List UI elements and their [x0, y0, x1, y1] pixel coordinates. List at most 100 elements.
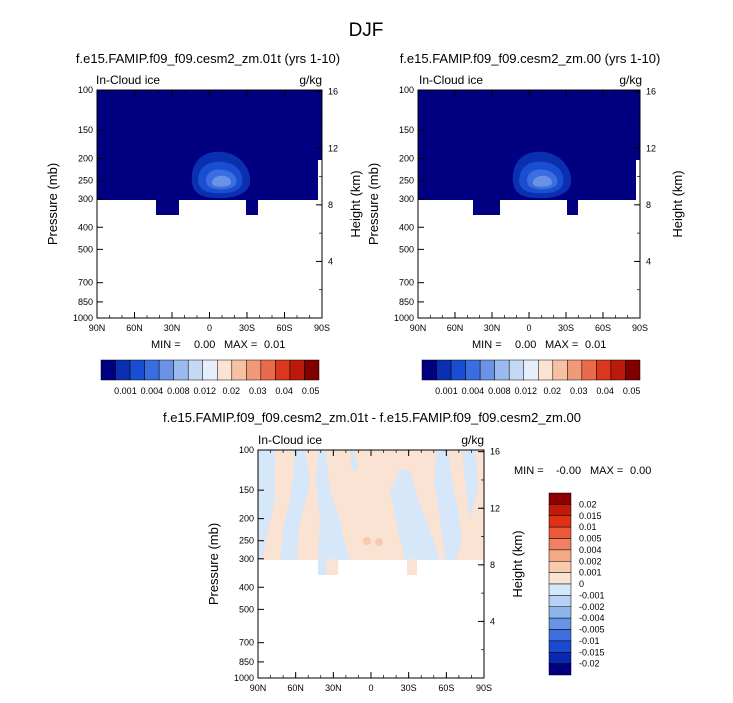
panel-1-colorbar-label: 0.05 [302, 386, 320, 396]
panel-diff-colorbar-label: -0.01 [579, 636, 600, 646]
panel-2-x-tick-label: 60S [595, 323, 611, 333]
panel-diff-colorbar-label: 0.005 [579, 534, 602, 544]
panel-1-x-tick-label: 90N [89, 323, 106, 333]
panel-diff-colorbar-box [548, 549, 572, 562]
panel-1-y-tick-label: 200 [78, 154, 93, 164]
panel-diff-min-value: -0.00 [556, 465, 581, 477]
panel-1-colorbar-box [260, 359, 276, 381]
panel-1-colorbar-label: 0.001 [114, 386, 137, 396]
panel-2-x-tick-label: 30N [484, 323, 501, 333]
panel-2-y2-tick-label: 8 [646, 200, 651, 210]
panel-2-colorbar-box [596, 359, 612, 381]
panel-2-colorbar-label: 0.012 [515, 386, 538, 396]
panel-diff-y-tick-label: 100 [239, 445, 254, 455]
panel-diff-colorbar-box [548, 640, 572, 653]
panel-2-plot [417, 89, 641, 319]
panel-1-x-tick-label: 30S [239, 323, 255, 333]
panel-1-colorbar-box [158, 359, 174, 381]
panel-2-y-tick-label: 500 [399, 244, 414, 254]
panel-diff-y-tick-label: 150 [239, 485, 254, 495]
panel-1-colorbar-label: 0.02 [222, 386, 240, 396]
panel-2-y2-tick-label: 12 [646, 143, 656, 153]
panel-2-colorbar-box [494, 359, 510, 381]
panel-1-colorbar-box [202, 359, 218, 381]
panel-1-y-tick-label: 500 [78, 244, 93, 254]
panel-diff-y-tick-label: 850 [239, 657, 254, 667]
panel-2-x-tick-label: 60N [447, 323, 464, 333]
panel-diff-y2label: Height (km) [510, 530, 525, 597]
diff-positive-spot-1 [363, 537, 371, 545]
panel-2-min-label: MIN = [472, 339, 502, 351]
panel-2-colorbar-box [552, 359, 568, 381]
panel-2-colorbar-label: 0.008 [488, 386, 511, 396]
panel-2-colorbar-label: 0.001 [435, 386, 458, 396]
panel-2-ylabel: Pressure (mb) [366, 163, 381, 245]
panel-1-x-tick-label: 0 [207, 323, 212, 333]
panel-1-min-value: 0.00 [194, 339, 215, 351]
panel-1-colorbar-box [100, 359, 116, 381]
panel-diff-colorbar-box [548, 492, 572, 505]
panel-diff-x-tick-label: 90S [476, 683, 492, 693]
panel-diff-colorbar-label: 0.001 [579, 568, 602, 578]
panel-diff-colorbar-label: -0.005 [579, 625, 605, 635]
panel-2-colorbar-box [465, 359, 481, 381]
panel-2-colorbar-box [567, 359, 583, 381]
panel-2-colorbar-box [508, 359, 524, 381]
panel-2-colorbar-box [610, 359, 626, 381]
panel-diff-x-tick-label: 90N [250, 683, 267, 693]
panel-1-colorbar-box [275, 359, 291, 381]
panel-diff-x-tick-label: 60S [438, 683, 454, 693]
panel-diff-title: f.e15.FAMIP.f09_f09.cesm2_zm.01t - f.e15… [163, 410, 581, 425]
panel-1-left-label: In-Cloud ice [96, 73, 160, 87]
panel-1-colorbar-label: 0.012 [194, 386, 217, 396]
panel-1-x-tick-label: 60N [126, 323, 143, 333]
panel-diff-colorbar-label: 0.004 [579, 545, 602, 555]
panel-diff-colorbar-box [548, 561, 572, 573]
panel-2-ice-notch-left [473, 199, 500, 215]
panel-diff-y2-tick-label: 16 [490, 447, 500, 457]
panel-1-colorbar-box [217, 359, 233, 381]
diff-lower-notch-1 [318, 559, 327, 575]
panel-2-y-tick-label: 200 [399, 154, 414, 164]
panel-diff-max-value: 0.00 [630, 465, 651, 477]
panel-diff-colorbar-box [548, 663, 572, 676]
panel-diff-y-tick-label: 700 [239, 638, 254, 648]
panel-1-colorbar-label: 0.04 [275, 386, 293, 396]
diff-negative-region-7 [462, 450, 478, 520]
panel-2-colorbar-box [450, 359, 466, 381]
panel-2-colorbar-box [523, 359, 539, 381]
panel-2-y-tick-label: 700 [399, 278, 414, 288]
panel-1-ylabel: Pressure (mb) [45, 163, 60, 245]
panel-1-colorbar-box [289, 359, 305, 381]
panel-1-y-tick-label: 400 [78, 222, 93, 232]
diff-positive-spot-2 [375, 538, 383, 546]
panel-diff-colorbar-label: 0.01 [579, 522, 597, 532]
diff-negative-region-3 [316, 450, 350, 560]
panel-diff-x-tick-label: 30N [325, 683, 342, 693]
panel-1-colorbar: 0.001 0.004 0.008 0.012 0.02 0.03 0.04 0.05 [100, 359, 320, 396]
panel-1-max-value: 0.01 [264, 339, 285, 351]
panel-diff-colorbar-box [548, 538, 572, 551]
panel-2-y2-tick-label: 16 [646, 87, 656, 97]
main-title: DJF [349, 20, 384, 41]
panel-1-x-tick-label: 60S [276, 323, 292, 333]
panel-diff-colorbar-box [548, 526, 572, 539]
panel-2-y2-tick-label: 4 [646, 256, 651, 266]
diff-lower-notch-2 [327, 559, 338, 575]
panel-2-colorbar-box [436, 359, 452, 381]
panel-1-max-label: MAX = [224, 339, 257, 351]
panel-diff-colorbar-label: 0 [579, 579, 584, 589]
panel-1-ice-gap [318, 160, 323, 200]
panel-1-colorbar-box [115, 359, 131, 381]
panel-1-y2label: Height (km) [348, 170, 363, 237]
panel-diff-y-tick-label: 500 [239, 604, 254, 614]
panel-2-colorbar: 0.001 0.004 0.008 0.012 0.02 0.03 0.04 0.05 [421, 359, 641, 396]
panel-1-ice-notch-right [246, 199, 258, 215]
panel-1-axes: 90N 60N 30N 0 30S 60S 90S 100 150 200 250 300 400 500… [73, 85, 338, 333]
panel-1-y2-tick-label: 8 [328, 200, 333, 210]
panel-2-x-tick-label: 90N [410, 323, 427, 333]
diff-negative-region-2 [280, 450, 310, 560]
panel-diff-colorbar-label: 0.02 [579, 499, 597, 509]
panel-2-colorbar-label: 0.05 [623, 386, 641, 396]
